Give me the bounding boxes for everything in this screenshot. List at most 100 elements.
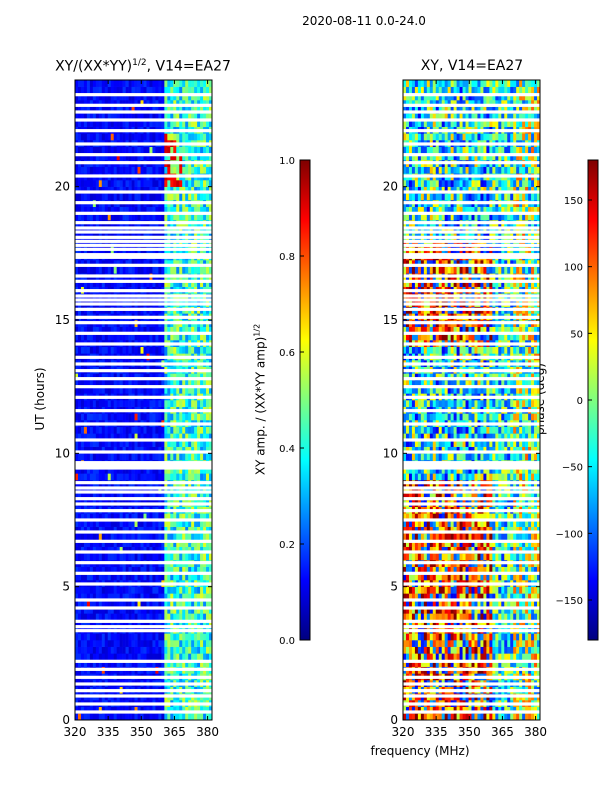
left-heat-cell — [209, 633, 212, 641]
left-heat-cell — [164, 453, 168, 461]
left-heat-cell — [152, 386, 156, 394]
left-heat-cell — [98, 400, 103, 407]
left-heat-cell — [134, 526, 138, 534]
left-heat-cell — [119, 646, 123, 654]
left-heat-cell — [113, 280, 117, 287]
left-heat-cell — [137, 80, 141, 87]
left-heat-cell — [179, 493, 183, 501]
left-heat-cell — [125, 706, 129, 714]
left-heat-cell — [104, 166, 109, 174]
left-heat-cell — [209, 120, 212, 127]
left-heat-cell — [125, 440, 129, 447]
left-heat-cell — [140, 280, 144, 287]
left-heat-cell — [179, 100, 183, 107]
left-heat-cell — [143, 100, 147, 107]
left-heat-cell — [161, 120, 165, 127]
right-heat-cell — [447, 653, 451, 661]
right-heat-cell — [534, 653, 538, 661]
left-heat-cell — [116, 186, 120, 194]
left-heat-cell — [146, 486, 150, 494]
left-heat-cell — [92, 146, 97, 154]
left-heat-cell — [209, 593, 212, 601]
left-heat-cell — [176, 153, 180, 161]
left-heat-cell — [95, 106, 100, 114]
left-heat-cell — [75, 540, 79, 547]
left-heat-cell — [173, 593, 177, 601]
left-heat-cell — [98, 706, 103, 714]
left-heat-cell — [167, 466, 171, 474]
left-heat-cell — [125, 80, 129, 87]
left-heat-cell — [116, 660, 120, 667]
left-heat-cell — [179, 426, 183, 434]
left-heat-cell — [113, 633, 117, 641]
left-heat-cell — [191, 660, 195, 667]
left-heat-cell — [206, 440, 210, 447]
left-heat-cell — [209, 260, 212, 267]
left-heat-cell — [107, 206, 112, 214]
left-heat-cell — [137, 333, 141, 341]
left-heat-cell — [98, 146, 103, 154]
left-heat-cell — [149, 433, 153, 441]
left-heat-cell — [209, 166, 212, 174]
left-heat-cell — [161, 80, 165, 87]
left-heat-cell — [119, 540, 123, 547]
flagged-row — [75, 298, 212, 302]
left-heat-cell — [83, 606, 88, 614]
left-heat-cell — [170, 333, 174, 341]
left-heat-cell — [188, 453, 192, 461]
left-heat-cell — [203, 146, 207, 154]
left-heat-cell — [83, 80, 88, 87]
left-heat-cell — [197, 486, 201, 494]
flagged-row — [75, 243, 212, 247]
left-heat-cell — [137, 193, 141, 201]
left-heat-cell — [155, 606, 159, 614]
left-heat-cell — [155, 146, 159, 154]
right-heat-cell — [411, 713, 416, 720]
left-heat-cell — [200, 593, 204, 601]
left-heat-cell — [95, 86, 100, 94]
left-heat-cell — [203, 120, 207, 127]
left-heat-cell — [149, 473, 153, 481]
left-heat-cell — [140, 433, 144, 441]
left-heat-cell — [155, 153, 159, 161]
left-heat-cell — [176, 600, 180, 607]
right-heat-cell — [456, 653, 460, 661]
left-heat-cell — [80, 593, 85, 601]
left-heat-cell — [98, 553, 103, 561]
left-heat-cell — [146, 186, 150, 194]
left-heat-cell — [191, 613, 195, 621]
left-heat-cell — [125, 400, 129, 407]
right-heat-cell — [531, 660, 535, 667]
left-heat-cell — [173, 646, 177, 654]
left-heat-cell — [176, 620, 180, 627]
left-heat-cell — [140, 80, 144, 87]
left-heat-cell — [128, 633, 132, 641]
left-heat-cell — [167, 346, 171, 354]
left-heat-cell — [185, 440, 189, 447]
left-heat-cell — [140, 706, 144, 714]
left-heat-cell — [185, 400, 189, 407]
left-heat-cell — [86, 493, 91, 501]
right-heat-cell — [408, 706, 413, 714]
left-heat-cell — [161, 226, 165, 234]
left-heat-cell — [182, 213, 186, 221]
left-heat-cell — [161, 280, 165, 287]
left-heat-cell — [122, 226, 126, 234]
left-heat-cell — [173, 186, 177, 194]
left-heat-cell — [98, 620, 103, 627]
left-heat-cell — [185, 193, 189, 201]
left-heat-cell — [86, 433, 91, 441]
left-heat-cell — [134, 380, 138, 387]
left-heat-cell — [125, 526, 129, 534]
left-heat-cell — [92, 346, 97, 354]
flagged-row — [75, 466, 212, 470]
left-heat-cell — [203, 600, 207, 607]
left-heat-cell — [104, 486, 109, 494]
left-heat-cell — [122, 386, 126, 394]
left-heat-cell — [80, 546, 85, 554]
left-heat-cell — [176, 413, 180, 421]
left-heat-cell — [107, 540, 112, 547]
left-heat-cell — [119, 166, 123, 174]
left-heat-cell — [200, 606, 204, 614]
left-heat-cell — [161, 653, 165, 661]
